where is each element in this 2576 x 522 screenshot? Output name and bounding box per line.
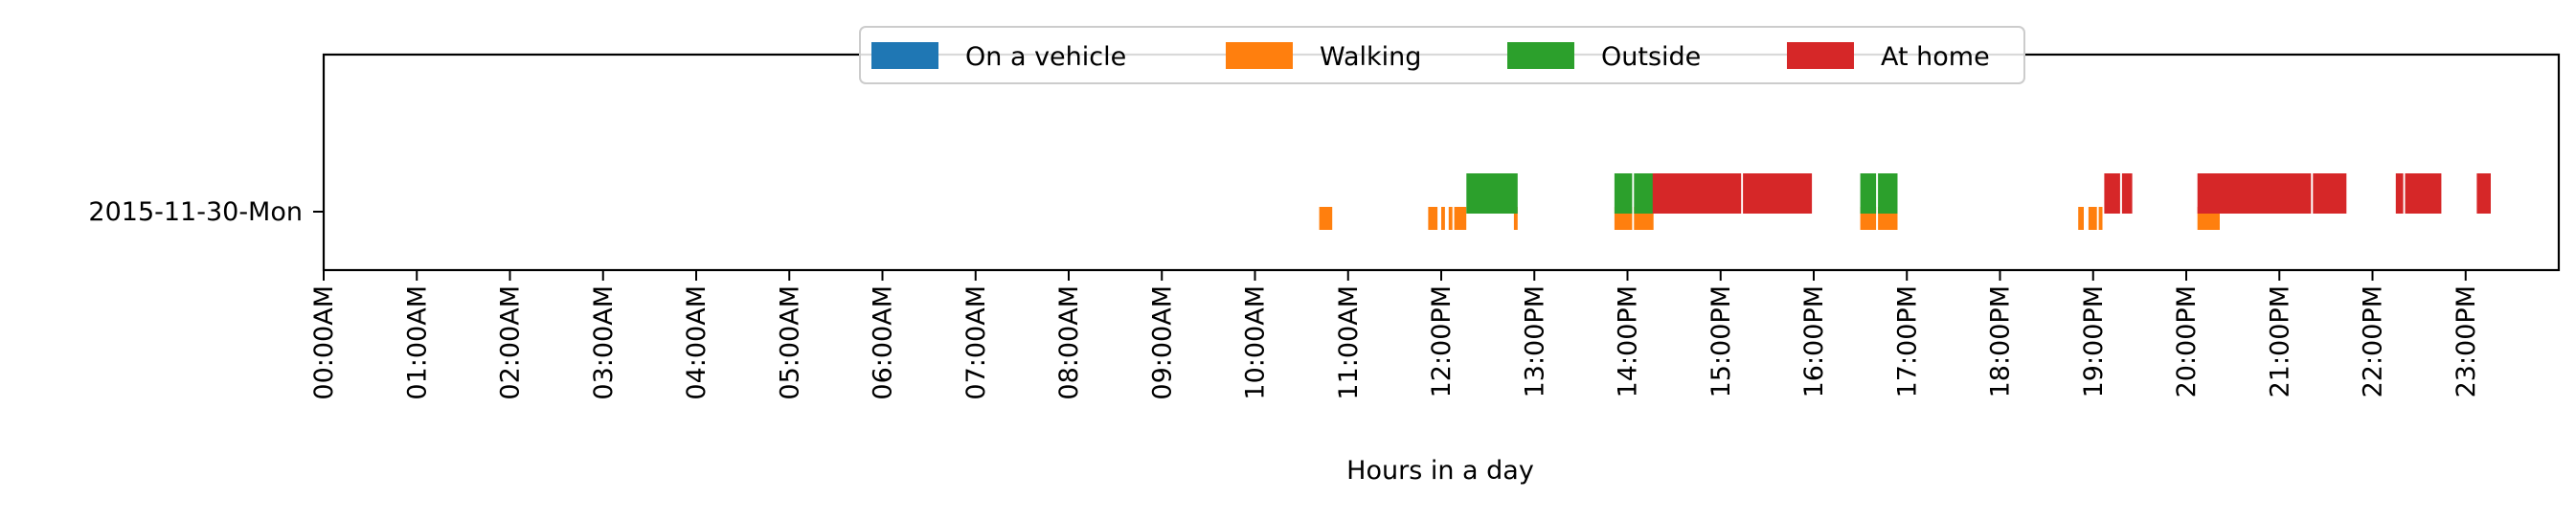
bar-outside	[1860, 173, 1877, 214]
bar-walking	[1319, 207, 1333, 230]
legend-label-outside: Outside	[1601, 42, 1701, 72]
x-tick-label: 14:00PM	[1614, 285, 1643, 397]
bar-outside	[1634, 173, 1654, 214]
bar-at-home	[2104, 173, 2120, 214]
legend-swatch-outside	[1507, 42, 1574, 69]
legend-label-on-a-vehicle: On a vehicle	[965, 42, 1126, 72]
x-tick-label: 09:00AM	[1147, 285, 1177, 400]
x-tick-label: 20:00PM	[2172, 285, 2202, 397]
legend-label-walking: Walking	[1320, 42, 1421, 72]
bar-at-home	[2405, 173, 2442, 214]
x-tick-label: 12:00PM	[1427, 285, 1457, 397]
legend-swatch-on-a-vehicle	[871, 42, 938, 69]
x-tick-label: 16:00PM	[1799, 285, 1829, 397]
x-tick-label: 21:00PM	[2265, 285, 2294, 397]
x-axis-label: Hours in a day	[1346, 456, 1534, 486]
bar-at-home	[2476, 173, 2491, 214]
x-tick-label: 08:00AM	[1054, 285, 1084, 400]
x-tick-label: 06:00AM	[869, 285, 898, 400]
x-tick-label: 07:00AM	[961, 285, 991, 400]
bar-walking	[1448, 207, 1453, 230]
x-tick-label: 15:00PM	[1706, 285, 1736, 397]
x-tick-label: 02:00AM	[496, 285, 526, 400]
x-axis: 00:00AM 01:00AM 02:00AM 03:00AM 04:00AM 05:00…	[309, 270, 2481, 400]
bar-outside	[1614, 173, 1633, 214]
bar-at-home	[1652, 173, 1742, 214]
x-tick-label: 10:00AM	[1241, 285, 1271, 400]
legend-swatch-at-home	[1787, 42, 1854, 69]
x-tick-label: 03:00AM	[589, 285, 619, 400]
bar-walking	[2078, 207, 2084, 230]
legend-box	[859, 26, 2025, 84]
bar-at-home	[2313, 173, 2347, 214]
x-tick-label: 18:00PM	[1986, 285, 2016, 397]
bar-outside	[1466, 173, 1518, 214]
x-tick-label: 23:00PM	[2452, 285, 2481, 397]
bar-walking	[2088, 207, 2097, 230]
x-tick-label: 11:00AM	[1334, 285, 1364, 400]
legend: On a vehicle Walking Outside At home	[859, 26, 2025, 84]
bar-walking	[1428, 207, 1438, 230]
x-tick-label: 04:00AM	[682, 285, 712, 400]
bar-at-home	[2121, 173, 2133, 214]
plot-area	[322, 53, 2561, 272]
x-tick-label: 05:00AM	[775, 285, 804, 400]
x-tick-label: 19:00PM	[2079, 285, 2109, 397]
x-tick-label: 22:00PM	[2359, 285, 2388, 397]
x-tick-label: 17:00PM	[1892, 285, 1922, 397]
x-tick-label: 01:00AM	[402, 285, 432, 400]
legend-label-at-home: At home	[1881, 42, 1990, 72]
plot-frame	[322, 53, 2561, 272]
bar-at-home	[2395, 173, 2404, 214]
bar-walking	[1513, 207, 1518, 230]
y-tick-label: 2015-11-30-Mon	[88, 197, 303, 227]
legend-swatch-walking	[1226, 42, 1293, 69]
bar-walking	[1454, 207, 1467, 230]
y-axis: 2015-11-30-Mon	[88, 197, 324, 227]
bar-outside	[1878, 173, 1898, 214]
bar-walking	[1441, 207, 1445, 230]
bar-at-home	[2197, 173, 2312, 214]
bar-at-home	[1743, 173, 1813, 214]
x-tick-label: 00:00AM	[309, 285, 339, 400]
bar-walking	[2098, 207, 2103, 230]
x-tick-label: 13:00PM	[1520, 285, 1549, 397]
